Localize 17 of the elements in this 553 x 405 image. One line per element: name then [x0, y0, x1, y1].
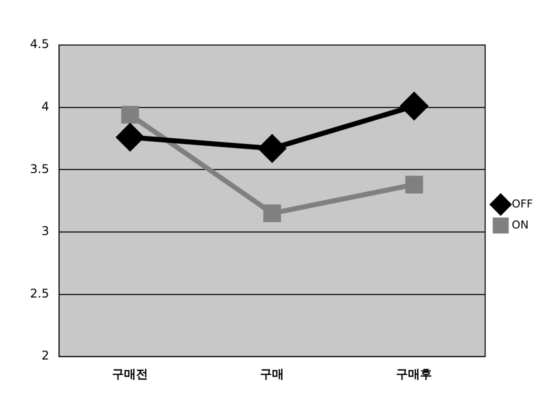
point: [116, 124, 144, 151]
point: [258, 134, 286, 162]
point: [400, 92, 428, 120]
y-tick-label: 3.5: [30, 162, 50, 176]
point: [121, 106, 139, 124]
point: [263, 204, 281, 222]
y-tick-label: 4: [41, 99, 50, 114]
x-tick-label: 구매후: [396, 366, 432, 381]
y-tick-label: 2: [41, 348, 50, 363]
y-tick-label: 3: [41, 224, 50, 238]
y-tick-label: 2.5: [30, 286, 50, 300]
y-tick-label: 4.5: [30, 37, 50, 52]
legend-label: ON: [512, 218, 529, 232]
x-tick-label: 구매전: [112, 366, 148, 381]
legend-label: OFF: [512, 197, 533, 210]
point: [405, 176, 424, 194]
x-tick-label: 구매: [260, 366, 284, 381]
